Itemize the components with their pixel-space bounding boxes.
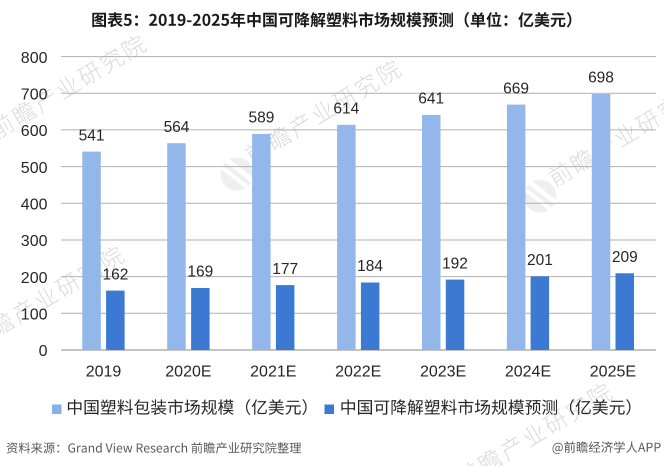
svg-text:698: 698: [588, 70, 614, 87]
svg-text:600: 600: [21, 123, 48, 140]
svg-text:201: 201: [527, 252, 553, 269]
svg-text:800: 800: [21, 50, 48, 67]
svg-text:2021E: 2021E: [250, 364, 296, 381]
svg-text:500: 500: [21, 160, 48, 177]
svg-text:2022E: 2022E: [335, 364, 381, 381]
svg-text:641: 641: [418, 91, 444, 108]
svg-text:2024E: 2024E: [505, 364, 551, 381]
svg-text:162: 162: [102, 266, 128, 283]
svg-text:2023E: 2023E: [420, 364, 466, 381]
svg-text:169: 169: [187, 264, 213, 281]
svg-text:177: 177: [272, 261, 298, 278]
svg-text:669: 669: [503, 80, 529, 97]
svg-text:589: 589: [248, 110, 274, 127]
svg-text:2025E: 2025E: [590, 364, 636, 381]
svg-text:300: 300: [21, 233, 48, 250]
svg-text:200: 200: [21, 270, 48, 287]
svg-text:100: 100: [21, 307, 48, 324]
svg-text:192: 192: [442, 255, 468, 272]
svg-text:2019: 2019: [86, 364, 122, 381]
svg-text:614: 614: [333, 101, 359, 118]
svg-text:564: 564: [164, 119, 190, 136]
svg-text:541: 541: [79, 127, 105, 144]
svg-text:2020E: 2020E: [165, 364, 211, 381]
svg-text:184: 184: [357, 258, 383, 275]
svg-text:400: 400: [21, 197, 48, 214]
svg-text:209: 209: [612, 249, 638, 266]
svg-text:700: 700: [21, 87, 48, 104]
svg-text:0: 0: [39, 343, 48, 360]
